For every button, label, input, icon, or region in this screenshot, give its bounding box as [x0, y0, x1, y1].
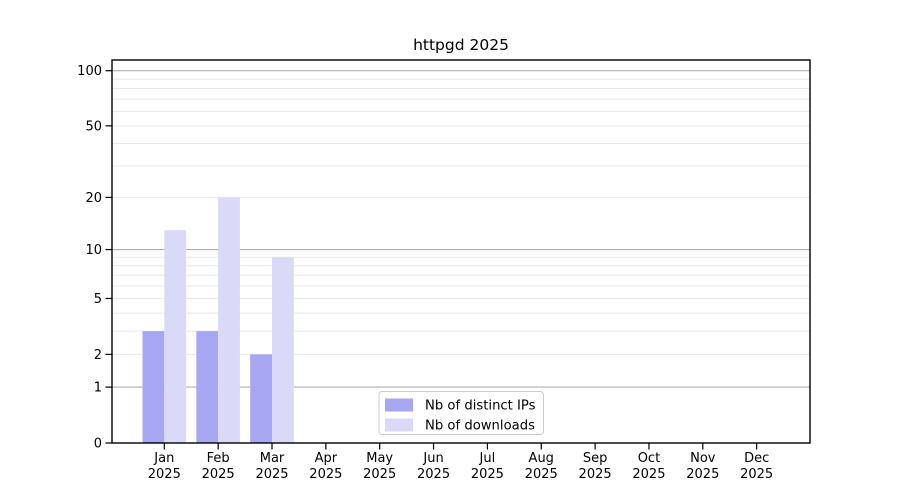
y-tick-label: 50 — [85, 119, 102, 134]
bars — [142, 197, 294, 443]
y-tick-label: 5 — [94, 292, 102, 307]
legend-label-distinct-ips: Nb of distinct IPs — [425, 399, 536, 414]
minor-gridlines — [112, 78, 810, 355]
bar-jan-downloads — [164, 230, 187, 443]
bar-feb-downloads — [218, 197, 240, 443]
bar-mar-downloads — [272, 257, 294, 443]
x-tick-label: Jun 2025 — [417, 451, 450, 482]
x-tick-label: Aug 2025 — [525, 451, 558, 482]
x-tick-label: Sep 2025 — [579, 451, 612, 482]
x-tick-label: Jan 2025 — [148, 451, 181, 482]
bar-feb-distinct-ips — [196, 331, 219, 443]
y-tick-label: 1 — [94, 381, 102, 396]
y-tick-label: 20 — [85, 191, 102, 206]
x-axis: Jan 2025 Feb 2025 Mar 2025 Apr 2025 May 2025 Jun 20… — [148, 443, 773, 482]
x-tick-label: Mar 2025 — [255, 451, 288, 482]
y-tick-label: 2 — [94, 348, 102, 363]
plot-border — [111, 59, 811, 444]
bar-jan-distinct-ips — [142, 331, 165, 443]
x-tick-label: Apr 2025 — [309, 451, 342, 482]
legend-swatch-downloads — [385, 418, 413, 432]
x-tick-label: Oct 2025 — [632, 451, 665, 482]
bar-mar-distinct-ips — [250, 354, 272, 443]
legend: Nb of distinct IPs Nb of downloads — [378, 391, 544, 435]
x-tick-label: Feb 2025 — [202, 451, 235, 482]
x-tick-label: Nov 2025 — [686, 451, 719, 482]
y-tick-label: 10 — [85, 243, 102, 258]
x-tick-label: Dec 2025 — [740, 451, 773, 482]
legend-swatch-distinct-ips — [385, 398, 413, 412]
legend-box — [378, 391, 544, 435]
x-tick-label: Jul 2025 — [471, 451, 504, 482]
y-tick-label: 0 — [94, 437, 102, 452]
x-tick-label: May 2025 — [363, 451, 396, 482]
legend-label-downloads: Nb of downloads — [425, 419, 535, 434]
chart-title: httpgd 2025 — [413, 36, 509, 54]
y-tick-label: 100 — [77, 64, 102, 79]
y-axis: 0 1 2 5 10 20 50 100 — [77, 64, 112, 452]
